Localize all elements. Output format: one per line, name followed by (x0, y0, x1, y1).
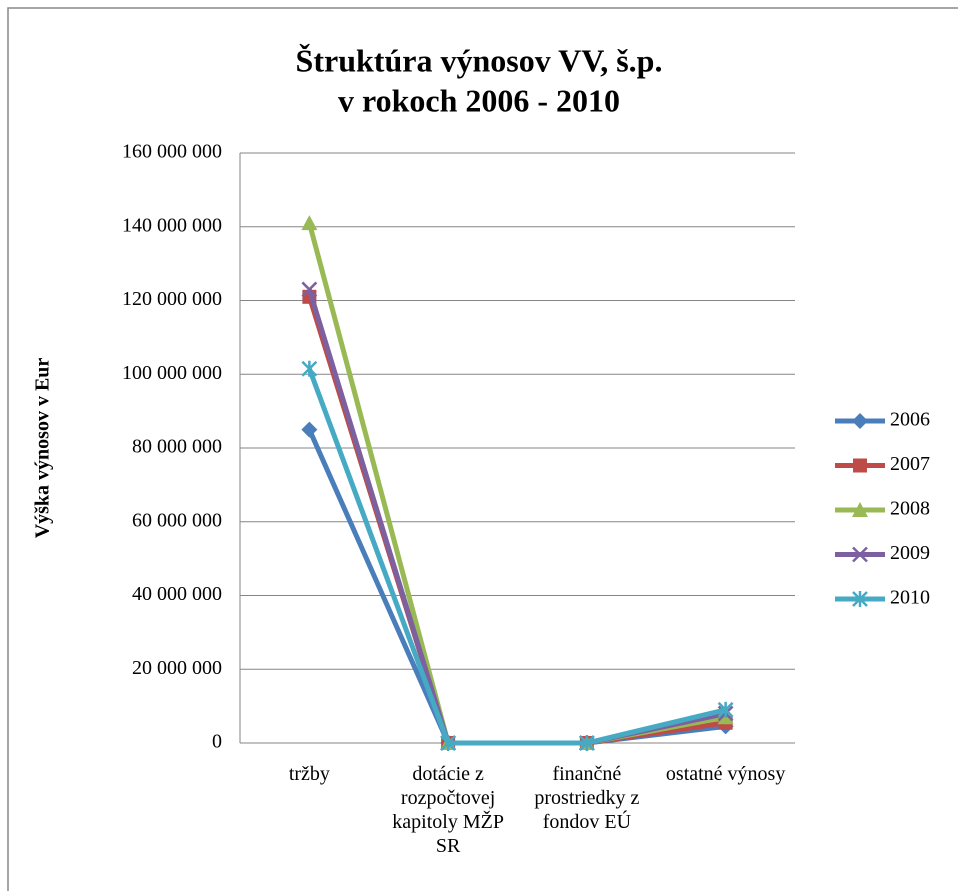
y-tick-label: 140 000 000 (122, 214, 222, 236)
marker (852, 413, 868, 429)
chart-title: Štruktúra výnosov VV, š.p. (296, 42, 663, 78)
y-tick-label: 40 000 000 (132, 583, 222, 605)
marker (852, 546, 868, 563)
x-tick-label: tržby (288, 763, 330, 785)
y-tick-label: 120 000 000 (122, 288, 222, 310)
y-tick-label: 0 (212, 731, 222, 753)
y-tick-label: 60 000 000 (132, 509, 222, 531)
chart-subtitle: v rokoch 2006 - 2010 (338, 82, 620, 118)
marker (717, 701, 734, 718)
marker (578, 735, 595, 751)
y-axis-title: Výška výnosov v Eur (32, 358, 54, 539)
marker (852, 591, 868, 607)
marker (853, 458, 867, 473)
y-tick-label: 160 000 000 (122, 141, 222, 163)
marker (852, 502, 868, 517)
legend-label: 2007 (890, 453, 930, 475)
series-line (307, 367, 727, 746)
marker (440, 735, 457, 751)
marker (301, 421, 318, 438)
x-tick-label: finančné prostriedky z fondov EÚ (534, 763, 640, 833)
y-tick-label: 100 000 000 (122, 362, 222, 384)
marker (301, 360, 318, 377)
legend-label: 2008 (890, 498, 930, 520)
y-tick-label: 80 000 000 (132, 436, 222, 458)
marker (301, 281, 318, 298)
legend-label: 2010 (890, 587, 930, 609)
y-tick-label: 20 000 000 (132, 657, 222, 679)
legend-label: 2009 (890, 542, 930, 564)
x-tick-label: ostatné výnosy (665, 763, 786, 785)
x-tick-label: dotácie z rozpočtovej kapitoly MŽP SR (392, 763, 504, 857)
marker (301, 215, 318, 231)
legend-label: 2006 (890, 409, 930, 431)
